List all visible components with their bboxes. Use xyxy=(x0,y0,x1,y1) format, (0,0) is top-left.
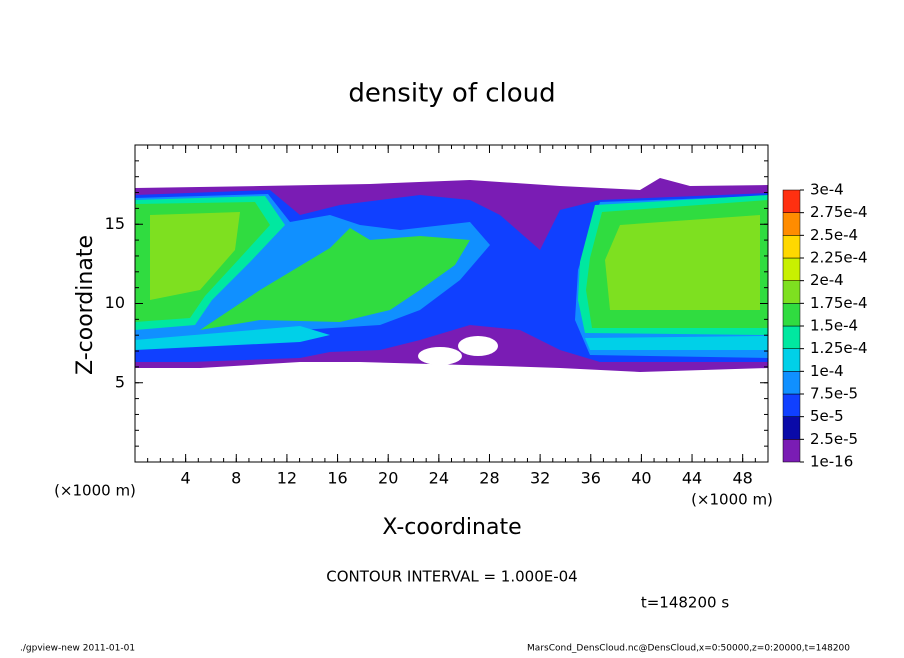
colorbar-label: 7.5e-5 xyxy=(810,385,858,403)
x-axis-unit: (×1000 m) xyxy=(691,491,773,509)
colorbar-label: 1e-16 xyxy=(810,453,853,471)
x-tick-label: 24 xyxy=(429,469,449,488)
x-axis-label: X-coordinate xyxy=(382,515,521,540)
x-tick-label: 28 xyxy=(479,469,499,488)
colorbar-label: 1.25e-4 xyxy=(810,339,868,357)
colorbar-label: 2.5e-4 xyxy=(810,226,858,244)
x-tick-label: 16 xyxy=(327,469,347,488)
x-tick-label: 32 xyxy=(530,469,550,488)
x-tick-label: 4 xyxy=(181,469,191,488)
field-gap xyxy=(458,336,498,356)
colorbar-box xyxy=(782,325,801,349)
colorbar-box xyxy=(782,235,801,259)
y-axis-label: Z-coordinate xyxy=(73,235,98,375)
footer-right: MarsCond_DensCloud.nc@DensCloud,x=0:5000… xyxy=(527,644,850,654)
field-region xyxy=(135,326,330,350)
x-tick-label: 20 xyxy=(378,469,398,488)
colorbar-label: 2e-4 xyxy=(810,271,844,289)
colorbar-box xyxy=(782,371,801,395)
colorbar-box xyxy=(782,189,801,213)
y-tick-label: 15 xyxy=(105,214,125,233)
colorbar-label: 1e-4 xyxy=(810,362,844,380)
field xyxy=(135,178,768,372)
contour-interval: CONTOUR INTERVAL = 1.000E-04 xyxy=(326,568,577,586)
colorbar-label: 1.5e-4 xyxy=(810,317,858,335)
x-tick-label: 40 xyxy=(631,469,651,488)
colorbar-box xyxy=(782,348,801,372)
colorbar-box xyxy=(782,303,801,327)
y-tick-label: 5 xyxy=(115,372,125,391)
x-tick-label: 36 xyxy=(581,469,601,488)
colorbar-label: 1.75e-4 xyxy=(810,294,868,312)
y-axis-unit: (×1000 m) xyxy=(54,482,136,500)
colorbar-box xyxy=(782,416,801,440)
colorbar-box xyxy=(782,439,801,463)
chart-title: density of cloud xyxy=(348,79,555,109)
y-tick-label: 10 xyxy=(105,293,125,312)
x-tick-label: 48 xyxy=(733,469,753,488)
field-region xyxy=(585,336,768,350)
colorbar-box xyxy=(782,280,801,304)
field-gap xyxy=(418,347,462,365)
colorbar-label: 2.75e-4 xyxy=(810,203,868,221)
time-label: t=148200 s xyxy=(641,594,729,612)
field-region xyxy=(605,215,760,310)
colorbar-label: 3e-4 xyxy=(810,181,844,199)
x-tick-label: 8 xyxy=(231,469,241,488)
colorbar-label: 2.25e-4 xyxy=(810,249,868,267)
colorbar-box xyxy=(782,212,801,236)
x-tick-label: 44 xyxy=(682,469,702,488)
colorbar-box xyxy=(782,393,801,417)
footer-left: ./gpview-new 2011-01-01 xyxy=(20,644,135,654)
field-region xyxy=(200,228,470,330)
colorbar-label: 5e-5 xyxy=(810,407,844,425)
colorbar-box xyxy=(782,257,801,281)
field-region xyxy=(150,212,240,300)
x-tick-label: 12 xyxy=(277,469,297,488)
colorbar-label: 2.5e-5 xyxy=(810,430,858,448)
